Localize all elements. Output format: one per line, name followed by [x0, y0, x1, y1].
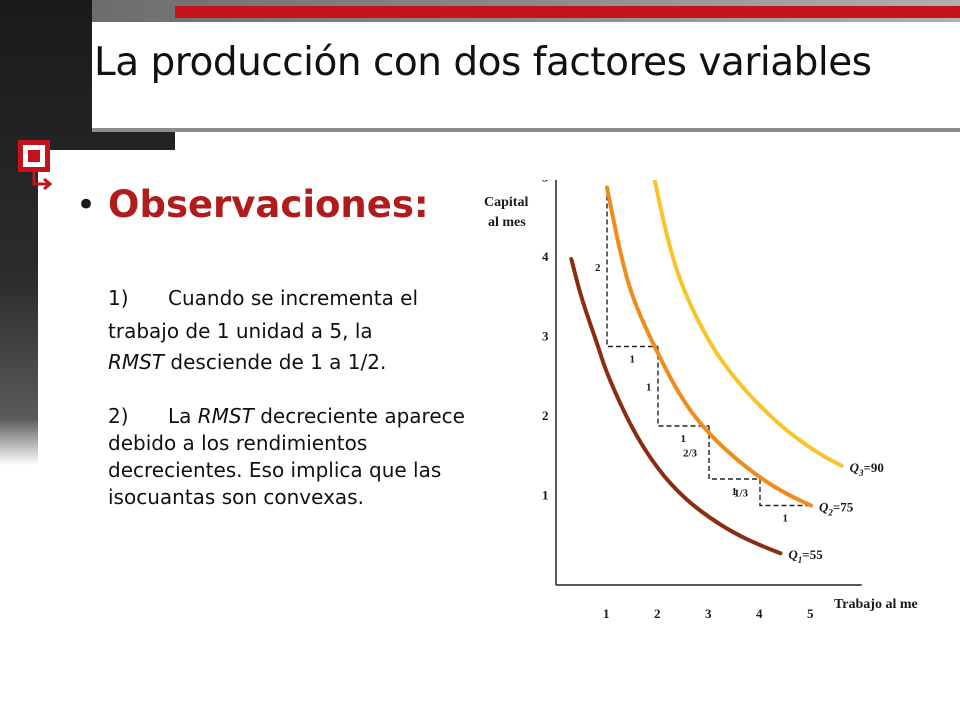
x-tick-label: 3 [705, 606, 712, 621]
title-box [92, 22, 960, 128]
observation-1-line1: Cuando se incrementa el [168, 286, 419, 310]
slide-title: La producción con dos factores variables [94, 40, 872, 85]
rmst-step-dy-label: 2 [595, 262, 601, 274]
y-tick-label: 4 [542, 249, 549, 264]
x-tick-label: 1 [603, 606, 610, 621]
observation-1-line2: trabajo de 1 unidad a 5, la [108, 319, 373, 343]
y-axis-label-line1: Capital [484, 195, 528, 210]
rmst-step-dy-label: 1/3 [734, 487, 749, 499]
x-tick-label: 4 [756, 606, 763, 621]
rmst-step-dy-label: 2/3 [683, 448, 698, 460]
y-tick-label: 1 [542, 488, 549, 503]
x-axis-label: Trabajo al mes [834, 597, 918, 612]
x-tick-label: 5 [807, 606, 814, 621]
isoquant-label-q1: Q1=55 [788, 547, 823, 565]
y-tick-label: 3 [542, 329, 549, 344]
bullet-dot: • [76, 185, 97, 225]
bullet-heading: Observaciones: [108, 183, 429, 226]
isoquant-label-q3: Q3=90 [850, 460, 884, 478]
isoquant-label-q2: Q2=75 [819, 500, 854, 518]
observation-2-pre: La [168, 404, 198, 428]
isoquant-curve-q3 [652, 180, 844, 468]
rmst-step-line [606, 187, 658, 348]
observation-1-line3: desciende de 1 a 1/2. [164, 350, 387, 374]
y-axis-label-line2: al mes [488, 215, 526, 230]
arrow-icon [32, 170, 53, 191]
observation-2-rmst: RMST [197, 404, 254, 428]
rmst-step-dy-label: 1 [646, 381, 652, 393]
rmst-step-line [759, 479, 811, 507]
observation-1-rmst: RMST [108, 350, 165, 374]
rmst-step-dx-label: 1 [681, 433, 687, 445]
y-tick-label: 5 [542, 180, 549, 185]
rmst-step-dx-label: 1 [732, 486, 738, 498]
y-tick-label: 2 [542, 408, 549, 423]
observation-1: 1) Cuando se incrementa el trabajo de 1 u… [108, 282, 488, 377]
observation-2: 2) La RMST decreciente aparece debido a l… [108, 403, 488, 511]
slide-body [38, 150, 960, 720]
rmst-step-dx-label: 1 [783, 513, 789, 525]
observation-1-number: 1) [108, 286, 129, 310]
observation-2-rest: decreciente aparece debido a los rendimi… [108, 404, 465, 509]
rmst-step-line [657, 346, 709, 427]
rmst-step-dx-label: 1 [630, 354, 636, 366]
isoquant-curve-q2 [605, 185, 813, 508]
title-box-shadow [92, 128, 960, 132]
rmst-step-line [708, 426, 760, 480]
isoquant-curve-q1 [569, 257, 783, 556]
x-tick-label: 2 [654, 606, 661, 621]
frame-red-bar [175, 6, 960, 18]
observation-2-number: 2) [108, 404, 129, 428]
square-icon [18, 140, 50, 172]
